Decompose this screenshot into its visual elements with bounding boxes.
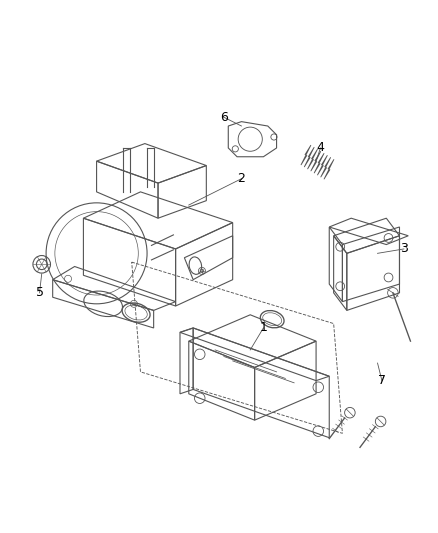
Text: 7: 7 [377, 374, 385, 387]
Text: 5: 5 [35, 286, 43, 300]
Text: 2: 2 [237, 172, 245, 185]
Text: 3: 3 [399, 243, 407, 255]
Text: 4: 4 [316, 141, 324, 155]
Text: 6: 6 [219, 111, 227, 124]
Text: 1: 1 [259, 321, 267, 335]
